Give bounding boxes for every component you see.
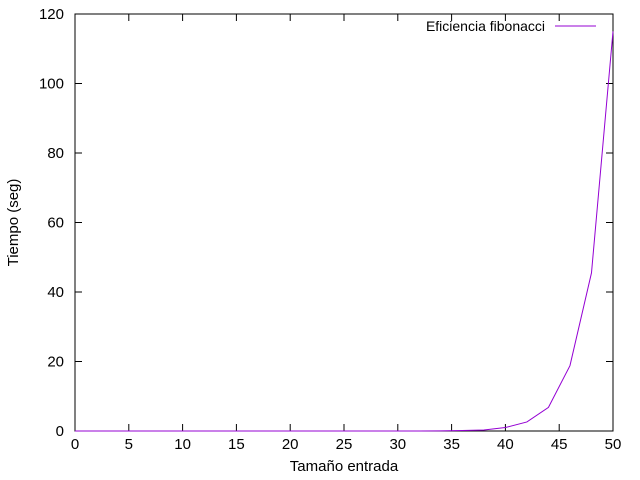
- x-tick-label: 5: [125, 436, 133, 453]
- x-tick-label: 20: [282, 436, 299, 453]
- y-tick-label: 80: [47, 145, 64, 162]
- y-tick-label: 20: [47, 354, 64, 371]
- y-tick-label: 60: [47, 215, 64, 232]
- y-axis: 0 20 40 60 80 100 120: [39, 6, 613, 440]
- legend-label: Eficiencia fibonacci: [426, 18, 545, 34]
- x-tick-label: 45: [551, 436, 568, 453]
- x-axis: 0 5 10 15 20 25 30 35 40 45 50: [71, 14, 622, 453]
- y-tick-label: 120: [39, 6, 64, 23]
- series-line-0: [75, 31, 614, 432]
- plot-frame: [74, 13, 614, 432]
- y-axis-label: Tiempo (seg): [5, 179, 22, 267]
- x-tick-label: 10: [174, 436, 191, 453]
- x-tick-label: 35: [443, 436, 460, 453]
- y-tick-label: 0: [56, 423, 64, 440]
- x-tick-label: 50: [605, 436, 622, 453]
- y-tick-label: 100: [39, 76, 64, 93]
- y-tick-label: 40: [47, 284, 64, 301]
- legend: Eficiencia fibonacci: [426, 18, 596, 34]
- x-axis-label: Tamaño entrada: [290, 458, 399, 475]
- x-tick-label: 0: [71, 436, 79, 453]
- x-tick-label: 25: [336, 436, 353, 453]
- x-tick-label: 15: [228, 436, 245, 453]
- x-tick-label: 30: [389, 436, 406, 453]
- x-tick-label: 40: [497, 436, 514, 453]
- series-layer: [75, 31, 614, 432]
